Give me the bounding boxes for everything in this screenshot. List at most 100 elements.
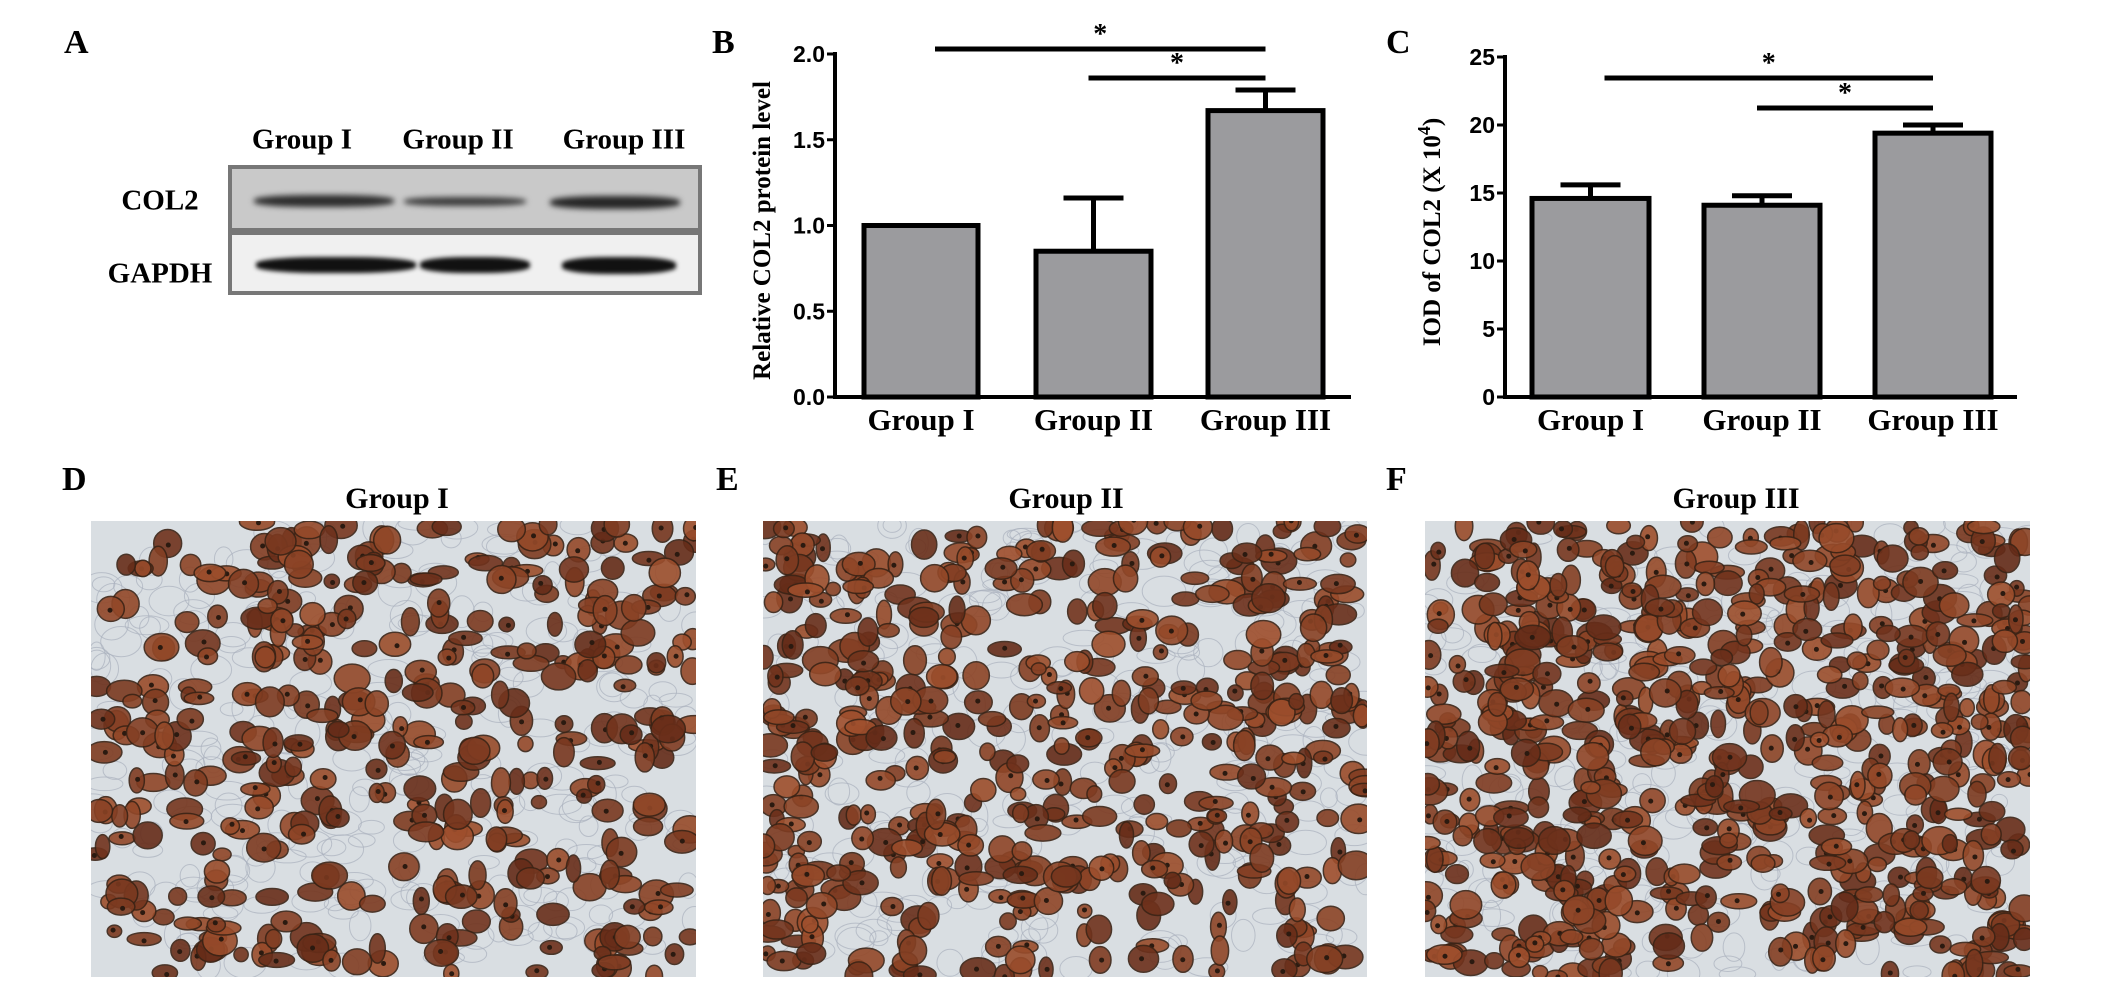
cell-nucleus	[880, 736, 886, 742]
unstained-cell	[200, 737, 222, 761]
cell-nucleus	[1019, 871, 1025, 877]
cell-nucleus	[310, 945, 316, 951]
stained-cell	[1241, 801, 1260, 826]
cell-nucleus	[1923, 674, 1929, 680]
stained-cell	[1245, 619, 1282, 650]
cell-nucleus	[218, 936, 224, 942]
cell-nucleus	[531, 533, 537, 539]
cell-nucleus	[1640, 840, 1646, 846]
y-axis-label: IOD of COL2 (X 104)	[1414, 118, 1446, 346]
stained-cell	[532, 574, 553, 596]
cell-nucleus	[913, 765, 919, 771]
cell-nucleus	[148, 682, 154, 688]
cell-nucleus	[575, 548, 581, 554]
cell-nucleus	[552, 541, 558, 547]
blot-band	[404, 197, 526, 206]
stained-cell	[632, 816, 664, 837]
cell-nucleus	[1813, 646, 1819, 652]
cell-nucleus	[975, 533, 981, 539]
stained-cell	[1526, 521, 1556, 535]
cell-nucleus	[1214, 812, 1220, 818]
stained-cell	[264, 928, 283, 950]
stained-cell	[910, 529, 938, 560]
stained-cell	[663, 539, 695, 566]
unstained-cell	[547, 621, 579, 643]
cell-nucleus	[1979, 539, 1985, 545]
cell-nucleus	[2014, 680, 2020, 686]
stained-cell	[958, 870, 994, 887]
stained-cell	[565, 854, 582, 883]
cell-nucleus	[164, 971, 170, 977]
cell-nucleus	[314, 796, 320, 802]
x-tick-label: Group III	[1200, 402, 1331, 437]
stained-cell	[1086, 785, 1103, 803]
cell-nucleus	[1957, 724, 1963, 730]
cell-nucleus	[2014, 584, 2020, 590]
stained-cell	[1970, 713, 1989, 730]
stained-cell	[1909, 900, 1930, 921]
stained-cell	[1880, 960, 1900, 977]
stained-cell	[1141, 891, 1175, 917]
stained-cell	[1011, 841, 1033, 862]
stained-cell	[1915, 866, 1944, 890]
stained-cell	[1851, 671, 1869, 691]
cell-nucleus	[1425, 741, 1430, 747]
stained-cell	[1822, 581, 1840, 611]
unstained-cell	[1002, 529, 1021, 547]
stained-cell	[1267, 698, 1296, 727]
cell-nucleus	[505, 622, 511, 628]
cell-nucleus	[1043, 897, 1049, 903]
stained-cell	[1867, 856, 1888, 873]
stained-cell	[1690, 923, 1714, 952]
stained-cell	[763, 875, 777, 896]
cell-nucleus	[1436, 611, 1442, 617]
unstained-cell	[1950, 551, 1977, 573]
cell-nucleus	[629, 730, 635, 736]
cell-nucleus	[544, 874, 550, 880]
bar	[1872, 130, 1994, 400]
cell-nucleus	[1952, 973, 1958, 977]
cell-nucleus	[1778, 947, 1784, 953]
stained-cell	[1750, 854, 1776, 873]
stained-cell	[1452, 670, 1476, 693]
stained-cell	[810, 743, 839, 762]
cell-nucleus	[589, 640, 595, 646]
cell-nucleus	[1493, 765, 1499, 771]
stained-cell	[1236, 763, 1267, 790]
stained-cell	[255, 887, 290, 906]
cell-nucleus	[498, 575, 504, 581]
cell-nucleus	[1362, 788, 1367, 794]
stained-cell	[134, 559, 152, 578]
stained-cell	[1210, 935, 1230, 967]
stained-cell	[1943, 807, 1973, 822]
cell-nucleus	[670, 951, 676, 957]
stained-cell	[1816, 665, 1843, 684]
blot-col2-strip	[228, 165, 702, 232]
cell-nucleus	[1620, 695, 1626, 701]
cell-nucleus	[614, 644, 620, 650]
unstained-cell	[877, 521, 907, 539]
stained-cell	[306, 708, 339, 724]
y-tick-label: 10	[1469, 248, 1495, 274]
stained-cell	[1820, 632, 1854, 649]
cell-nucleus	[658, 904, 664, 910]
stained-cell	[497, 521, 527, 543]
cell-nucleus	[110, 927, 116, 933]
cell-nucleus	[1463, 677, 1469, 683]
cell-nucleus	[301, 831, 307, 837]
cell-nucleus	[809, 934, 815, 940]
cell-nucleus	[1111, 542, 1117, 548]
stained-cell	[1081, 805, 1118, 827]
stained-cell	[466, 609, 494, 633]
cell-nucleus	[1515, 607, 1521, 613]
cell-nucleus	[285, 598, 291, 604]
cell-nucleus	[1768, 745, 1774, 751]
stained-cell	[1163, 871, 1182, 890]
cell-nucleus	[877, 775, 883, 781]
cell-nucleus	[1860, 924, 1866, 930]
unstained-cell	[855, 918, 893, 943]
cell-nucleus	[897, 822, 903, 828]
cell-nucleus	[580, 792, 586, 798]
stained-cell	[1474, 542, 1496, 570]
cell-nucleus	[763, 951, 769, 957]
